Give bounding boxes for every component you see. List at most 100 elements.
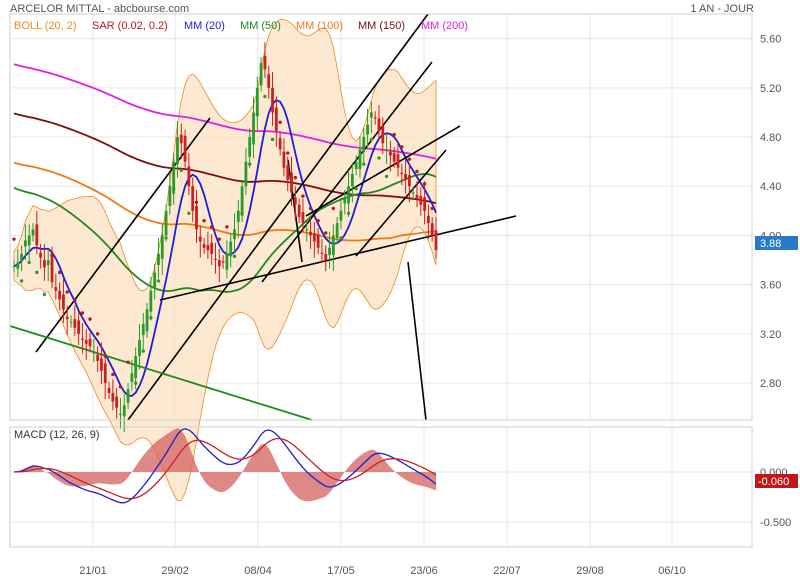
- sar-dot: [19, 279, 24, 283]
- candle-body: [73, 319, 77, 328]
- sar-dot: [50, 253, 54, 257]
- mm150-line: [13, 112, 437, 205]
- candle-body: [297, 204, 301, 217]
- sar-dot: [415, 169, 419, 174]
- candle-body: [426, 215, 430, 224]
- candle-body: [24, 240, 27, 247]
- candle-body: [373, 117, 377, 119]
- candle-body: [331, 235, 335, 256]
- mm50-line: [13, 172, 437, 293]
- candle-body: [134, 356, 138, 379]
- sar-dot: [27, 260, 31, 265]
- candle-body: [244, 161, 248, 187]
- candle-body: [263, 55, 267, 70]
- sar-dot: [80, 311, 85, 315]
- candle-body: [407, 175, 411, 187]
- x-tick-label: 22/07: [493, 565, 521, 577]
- sar-dot: [88, 317, 92, 321]
- sar-dot: [57, 270, 62, 275]
- candle-body: [20, 253, 24, 261]
- candle-body: [96, 354, 100, 361]
- bollinger-band: [13, 19, 437, 502]
- sar-dot: [377, 156, 381, 160]
- candle-body: [58, 290, 62, 300]
- candle-body: [153, 272, 157, 289]
- y-tick-label: 3.60: [760, 280, 781, 292]
- sar-dot: [133, 381, 138, 385]
- trend-line: [407, 261, 427, 421]
- sar-dot: [35, 270, 39, 275]
- y-tick-label: 3.20: [760, 329, 781, 341]
- sar-dot: [187, 211, 191, 216]
- candle-body: [320, 252, 324, 254]
- trend-line: [127, 13, 429, 421]
- candle-body: [350, 173, 354, 187]
- sar-dot: [308, 206, 313, 211]
- mm100-line: [13, 161, 437, 242]
- candle-body: [88, 338, 92, 347]
- candle-body: [39, 252, 43, 258]
- legend-item: BOLL (20, 2): [14, 20, 77, 32]
- candle-body: [122, 405, 126, 417]
- candle-body: [388, 151, 392, 156]
- candle-body: [130, 373, 134, 382]
- sar-dot: [73, 298, 77, 303]
- sar-dot: [194, 200, 199, 204]
- candle-body: [248, 137, 252, 157]
- candle-body: [282, 151, 286, 168]
- candle-body: [233, 229, 236, 240]
- candle-body: [138, 340, 141, 357]
- sar-dot: [255, 113, 260, 117]
- candle-body: [176, 137, 179, 165]
- macd-histogram: [14, 428, 436, 502]
- y-tick-label: 2.80: [760, 378, 781, 390]
- macd-line: [13, 428, 437, 504]
- candle-body: [312, 232, 316, 242]
- candle-body: [404, 173, 407, 181]
- candle-body: [157, 253, 160, 265]
- candle-body: [316, 234, 320, 248]
- sar-dot: [263, 94, 267, 99]
- sar-dot: [156, 279, 161, 283]
- candle-body: [62, 294, 65, 310]
- x-tick-label: 29/08: [576, 565, 604, 577]
- candle-body: [145, 309, 149, 332]
- sar-dot: [149, 316, 153, 320]
- candle-body: [430, 223, 434, 236]
- sar-dot: [111, 372, 115, 377]
- candle-body: [335, 223, 339, 238]
- candle-body: [423, 197, 426, 211]
- candle-body: [434, 230, 438, 251]
- candle-body: [69, 321, 73, 323]
- sar-dot: [232, 254, 237, 259]
- candle-body: [126, 389, 130, 403]
- signal-line: [13, 437, 437, 500]
- candle-body: [377, 118, 381, 131]
- candle-body: [369, 112, 373, 118]
- candle-body: [210, 242, 214, 254]
- sar-dot: [324, 231, 328, 235]
- candle-body: [400, 172, 404, 174]
- candle-body: [240, 186, 244, 216]
- y-tick-label: 5.20: [760, 83, 781, 95]
- candle-body: [191, 186, 195, 211]
- candle-body: [411, 192, 415, 194]
- legend-item: MM (150): [358, 20, 405, 32]
- candle-body: [54, 287, 58, 291]
- candle-body: [217, 260, 221, 267]
- sar-dot: [270, 137, 275, 142]
- sar-dot: [422, 182, 427, 186]
- sar-dot: [407, 157, 412, 161]
- candle-body: [301, 212, 305, 224]
- sar-dot: [354, 187, 358, 191]
- sar-dot: [339, 236, 343, 240]
- candle-body: [415, 194, 419, 199]
- candle-body: [305, 229, 309, 231]
- sar-dot: [179, 168, 183, 172]
- sar-dot: [12, 237, 16, 241]
- trend-line: [305, 125, 461, 217]
- macd-title: MACD (12, 26, 9): [14, 429, 100, 441]
- candle-body: [236, 210, 240, 222]
- sar-dot: [286, 151, 290, 155]
